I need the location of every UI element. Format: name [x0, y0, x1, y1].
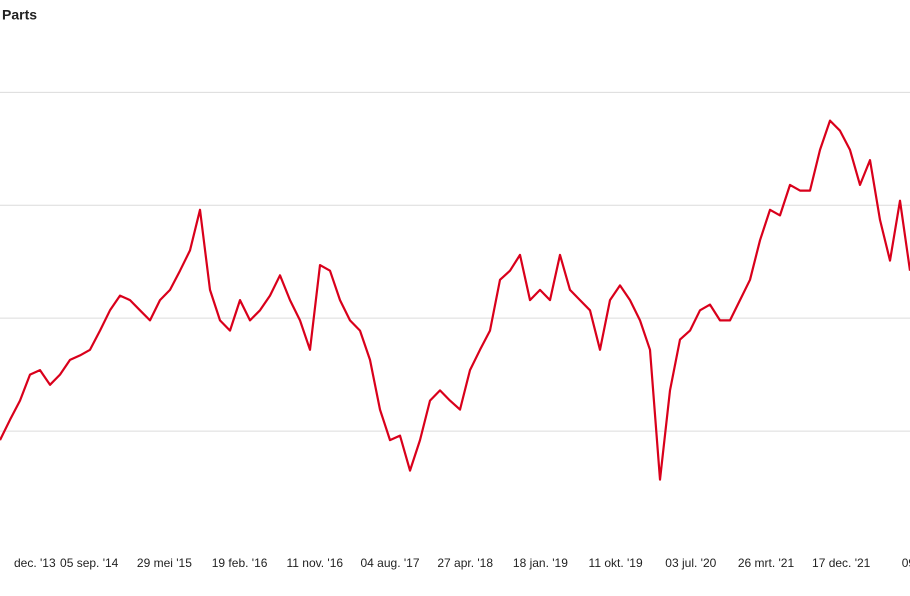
x-tick-label: 09 se	[902, 556, 910, 570]
x-tick-label: 17 dec. '21	[812, 556, 871, 570]
x-tick-label: 11 okt. '19	[589, 556, 643, 570]
line	[0, 119, 910, 481]
x-tick-label: 29 mei '15	[137, 556, 192, 570]
x-tick-label: 03 jul. '20	[665, 556, 716, 570]
x-tick-label: 05 sep. '14	[60, 556, 119, 570]
x-tick-label: 11 nov. '16	[287, 556, 344, 570]
chart-title: Parts	[2, 7, 37, 23]
x-tick-label: dec. '13	[14, 556, 56, 570]
x-tick-label: 27 apr. '18	[437, 556, 493, 570]
x-tick-label: 04 aug. '17	[360, 556, 419, 570]
x-tick-label: 18 jan. '19	[513, 556, 568, 570]
x-tick-label: 19 feb. '16	[212, 556, 268, 570]
x-tick-label: 26 mrt. '21	[738, 556, 795, 570]
